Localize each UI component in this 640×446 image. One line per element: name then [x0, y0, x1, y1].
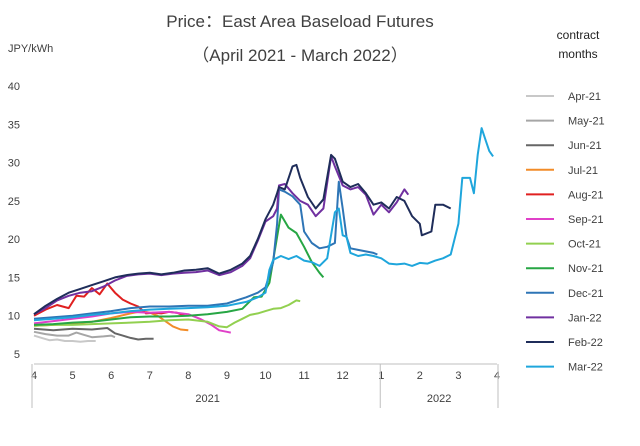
- x-tick-label: 7: [147, 370, 153, 382]
- series-line-feb-22: [33, 153, 452, 316]
- legend-label: Oct-21: [568, 239, 601, 251]
- y-axis-ticks: 5 10 15 20 25 30 35 40: [8, 81, 20, 361]
- series-line-mar-22: [33, 127, 494, 322]
- series-line-aug-21: [33, 282, 185, 317]
- x-tick-label: 12: [337, 370, 349, 382]
- series-line-jan-22: [33, 155, 410, 316]
- series-line-oct-21: [33, 299, 301, 329]
- series-line-dec-21: [33, 180, 378, 320]
- legend-label: Jul-21: [568, 165, 598, 177]
- chart-subtitle: （April 2021 - March 2022）: [192, 46, 407, 65]
- y-tick-label: 35: [8, 119, 20, 131]
- legend-label: Nov-21: [568, 263, 603, 275]
- y-tick-label: 20: [8, 234, 20, 246]
- legend-label: Mar-22: [568, 362, 603, 374]
- legend-label: Sep-21: [568, 214, 603, 226]
- legend-label: Dec-21: [568, 288, 603, 300]
- x-tick-label: 2: [417, 370, 423, 382]
- x-tick-label: 1: [378, 370, 384, 382]
- legend-label: Feb-22: [568, 337, 603, 349]
- y-tick-label: 30: [8, 158, 20, 170]
- chart-title: Price：East Area Baseload Futures: [166, 12, 433, 31]
- series-line-apr-21: [33, 334, 96, 343]
- legend-label: Jun-21: [568, 140, 602, 152]
- plot-area: [33, 127, 494, 343]
- series-line-may-21: [33, 330, 116, 339]
- y-tick-label: 10: [8, 311, 20, 323]
- legend-label: Apr-21: [568, 91, 601, 103]
- x-tick-label: 5: [70, 370, 76, 382]
- x-tick-label: 4: [494, 370, 500, 382]
- x-tick-label: 11: [298, 370, 309, 382]
- y-tick-label: 5: [14, 349, 20, 361]
- year-label: 2021: [195, 393, 219, 405]
- legend-label: Aug-21: [568, 189, 603, 201]
- x-tick-label: 3: [455, 370, 461, 382]
- y-tick-label: 15: [8, 272, 20, 284]
- x-tick-label: 4: [31, 370, 37, 382]
- legend-title-line-2: months: [558, 47, 597, 61]
- legend-title-line-1: contract: [557, 28, 600, 42]
- y-axis-label: JPY/kWh: [8, 43, 53, 55]
- x-tick-label: 6: [108, 370, 114, 382]
- series-line-nov-21: [33, 213, 325, 326]
- series-line-sep-21: [33, 310, 232, 334]
- series-line-jun-21: [33, 327, 154, 341]
- legend-label: Jan-22: [568, 312, 602, 324]
- x-tick-label: 8: [185, 370, 191, 382]
- x-tick-label: 10: [259, 370, 271, 382]
- legend-label: May-21: [568, 116, 605, 128]
- y-tick-label: 25: [8, 196, 20, 208]
- y-tick-label: 40: [8, 81, 20, 93]
- legend: Apr-21 May-21 Jun-21 Jul-21 Aug-21 Sep-21 Oct-…: [526, 91, 605, 374]
- year-label: 2022: [427, 393, 451, 405]
- x-tick-label: 9: [224, 370, 230, 382]
